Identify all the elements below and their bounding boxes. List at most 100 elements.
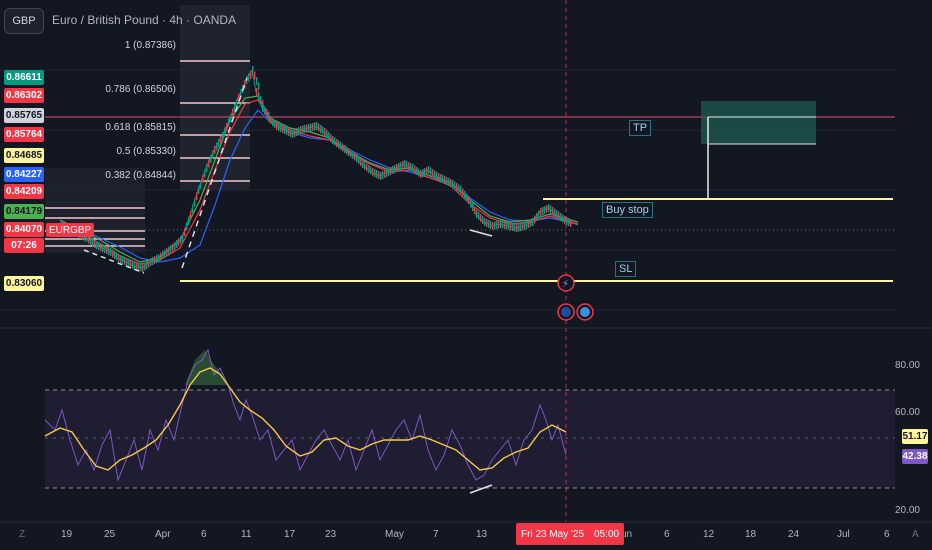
candle	[330, 134, 332, 142]
candle	[350, 149, 352, 158]
candle	[192, 204, 194, 213]
candle	[154, 256, 156, 264]
candle	[266, 109, 268, 117]
candle	[176, 240, 178, 248]
crosshair-time: 05:00	[594, 528, 620, 540]
candle	[216, 142, 218, 151]
candle	[402, 161, 404, 169]
candle	[362, 160, 364, 168]
candle	[456, 183, 458, 191]
time-axis-label: May	[385, 529, 404, 540]
sl-label[interactable]: SL	[615, 261, 637, 277]
candle	[90, 237, 92, 245]
candle	[570, 219, 572, 227]
candle	[294, 129, 296, 137]
candle	[488, 220, 490, 228]
candle	[468, 196, 470, 204]
candle	[168, 246, 170, 255]
candle	[234, 104, 236, 112]
candle	[498, 220, 500, 229]
candle	[268, 114, 270, 122]
candle	[486, 219, 488, 227]
candle	[346, 146, 348, 155]
candle	[342, 143, 344, 152]
candle	[386, 169, 388, 177]
candle	[418, 168, 420, 177]
candle	[204, 169, 206, 178]
candle	[558, 211, 560, 220]
symbol-search-button[interactable]: GBP	[4, 8, 44, 34]
candle	[428, 166, 430, 174]
candle	[392, 166, 394, 174]
candle	[276, 122, 278, 130]
time-axis-label: 7	[433, 529, 439, 540]
candle	[296, 128, 298, 136]
candle	[326, 130, 328, 138]
candle	[256, 77, 258, 85]
candle	[398, 163, 400, 171]
tp-label[interactable]: TP	[629, 120, 652, 136]
candle	[550, 205, 552, 214]
candle	[476, 210, 478, 218]
candle	[136, 262, 138, 271]
time-axis-label: 23	[325, 529, 337, 540]
auto-scale-icon[interactable]: A	[912, 529, 919, 540]
rsi-axis-label: 80.00	[894, 360, 920, 371]
candle	[372, 168, 374, 176]
candle	[566, 217, 568, 225]
price-tag: 0.84685	[4, 148, 44, 163]
time-axis-label: 25	[104, 529, 116, 540]
candle	[96, 241, 98, 249]
chart-title: Euro / British Pound · 4h · OANDA	[52, 13, 237, 27]
candle	[86, 234, 88, 242]
time-axis-label: 17	[284, 529, 296, 540]
candle	[278, 123, 280, 131]
candle	[288, 128, 290, 136]
fib-level-label: 0.618 (0.85815)	[105, 122, 176, 133]
candle	[410, 163, 412, 171]
rsi-value: 42.38	[902, 449, 928, 464]
candle	[254, 71, 256, 80]
candle	[328, 132, 330, 140]
candle	[446, 177, 448, 185]
candle	[482, 216, 484, 224]
candle	[220, 135, 222, 144]
timezone-icon[interactable]: Z	[19, 529, 26, 540]
candle	[172, 243, 174, 252]
price-tag: 0.86611	[4, 70, 44, 85]
price-tag: 0.83060	[4, 276, 44, 291]
candle	[448, 178, 450, 186]
candle	[470, 199, 472, 208]
candle	[104, 245, 106, 253]
candle	[380, 172, 382, 180]
candle	[304, 125, 306, 133]
buy-stop-label[interactable]: Buy stop	[602, 202, 653, 218]
candle	[338, 140, 340, 149]
candle	[360, 158, 362, 166]
candle	[442, 175, 444, 183]
candle	[124, 257, 126, 265]
candle	[240, 89, 242, 98]
candle	[508, 222, 510, 230]
candle	[134, 262, 136, 270]
candle	[462, 188, 464, 197]
candle	[174, 242, 176, 250]
crosshair-date: Fri 23 May '25	[521, 528, 585, 540]
candle	[542, 207, 544, 215]
candle	[280, 124, 282, 132]
candle	[512, 223, 514, 231]
candle	[540, 208, 542, 216]
fib-level-label: 0.5 (0.85330)	[116, 146, 177, 157]
candle	[434, 170, 436, 179]
candle	[88, 235, 90, 244]
candle	[178, 238, 180, 246]
candle	[132, 261, 134, 269]
candle	[224, 127, 226, 136]
candle	[382, 171, 384, 179]
candle	[492, 222, 494, 230]
candle	[114, 251, 116, 259]
candle	[332, 136, 334, 144]
candle	[404, 160, 406, 168]
candle	[310, 123, 312, 132]
